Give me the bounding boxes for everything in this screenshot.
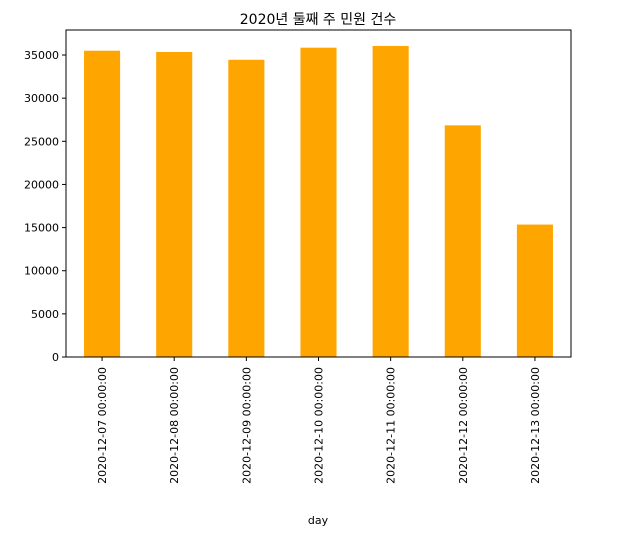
y-tick-label-6: 30000: [24, 92, 59, 105]
y-tick-label-3: 15000: [24, 222, 59, 235]
bar-4: [372, 45, 409, 358]
x-tick-label-0: 2020-12-07 00:00:00: [96, 367, 109, 484]
x-tick-label-3: 2020-12-10 00:00:00: [313, 367, 326, 484]
bar-5: [444, 125, 481, 357]
x-tick-label-5: 2020-12-12 00:00:00: [457, 367, 470, 484]
bar-1: [156, 52, 193, 358]
y-tick-label-1: 5000: [31, 308, 59, 321]
bars-group: [84, 45, 553, 358]
y-tick-label-0: 0: [52, 351, 59, 364]
bar-6: [516, 224, 553, 357]
x-tick-label-6: 2020-12-13 00:00:00: [529, 367, 542, 484]
bar-3: [300, 47, 337, 357]
x-tick-label-2: 2020-12-09 00:00:00: [240, 367, 253, 484]
y-tick-label-4: 20000: [24, 178, 59, 191]
x-tick-label-4: 2020-12-11 00:00:00: [385, 367, 398, 484]
bar-2: [228, 59, 265, 358]
bar-0: [84, 50, 121, 357]
x-axis: 2020-12-07 00:00:00 2020-12-08 00:00:00 20…: [96, 357, 542, 484]
y-tick-label-5: 25000: [24, 135, 59, 148]
x-axis-label: day: [308, 514, 329, 527]
y-axis: 0 5000 10000 15000 20000 25000 30000 35000: [24, 49, 66, 364]
y-tick-label-7: 35000: [24, 49, 59, 62]
y-tick-label-2: 10000: [24, 265, 59, 278]
plot-frame: [65, 29, 572, 358]
chart-title: 2020년 둘째 주 민원 건수: [240, 12, 397, 28]
x-tick-label-1: 2020-12-08 00:00:00: [168, 367, 181, 484]
